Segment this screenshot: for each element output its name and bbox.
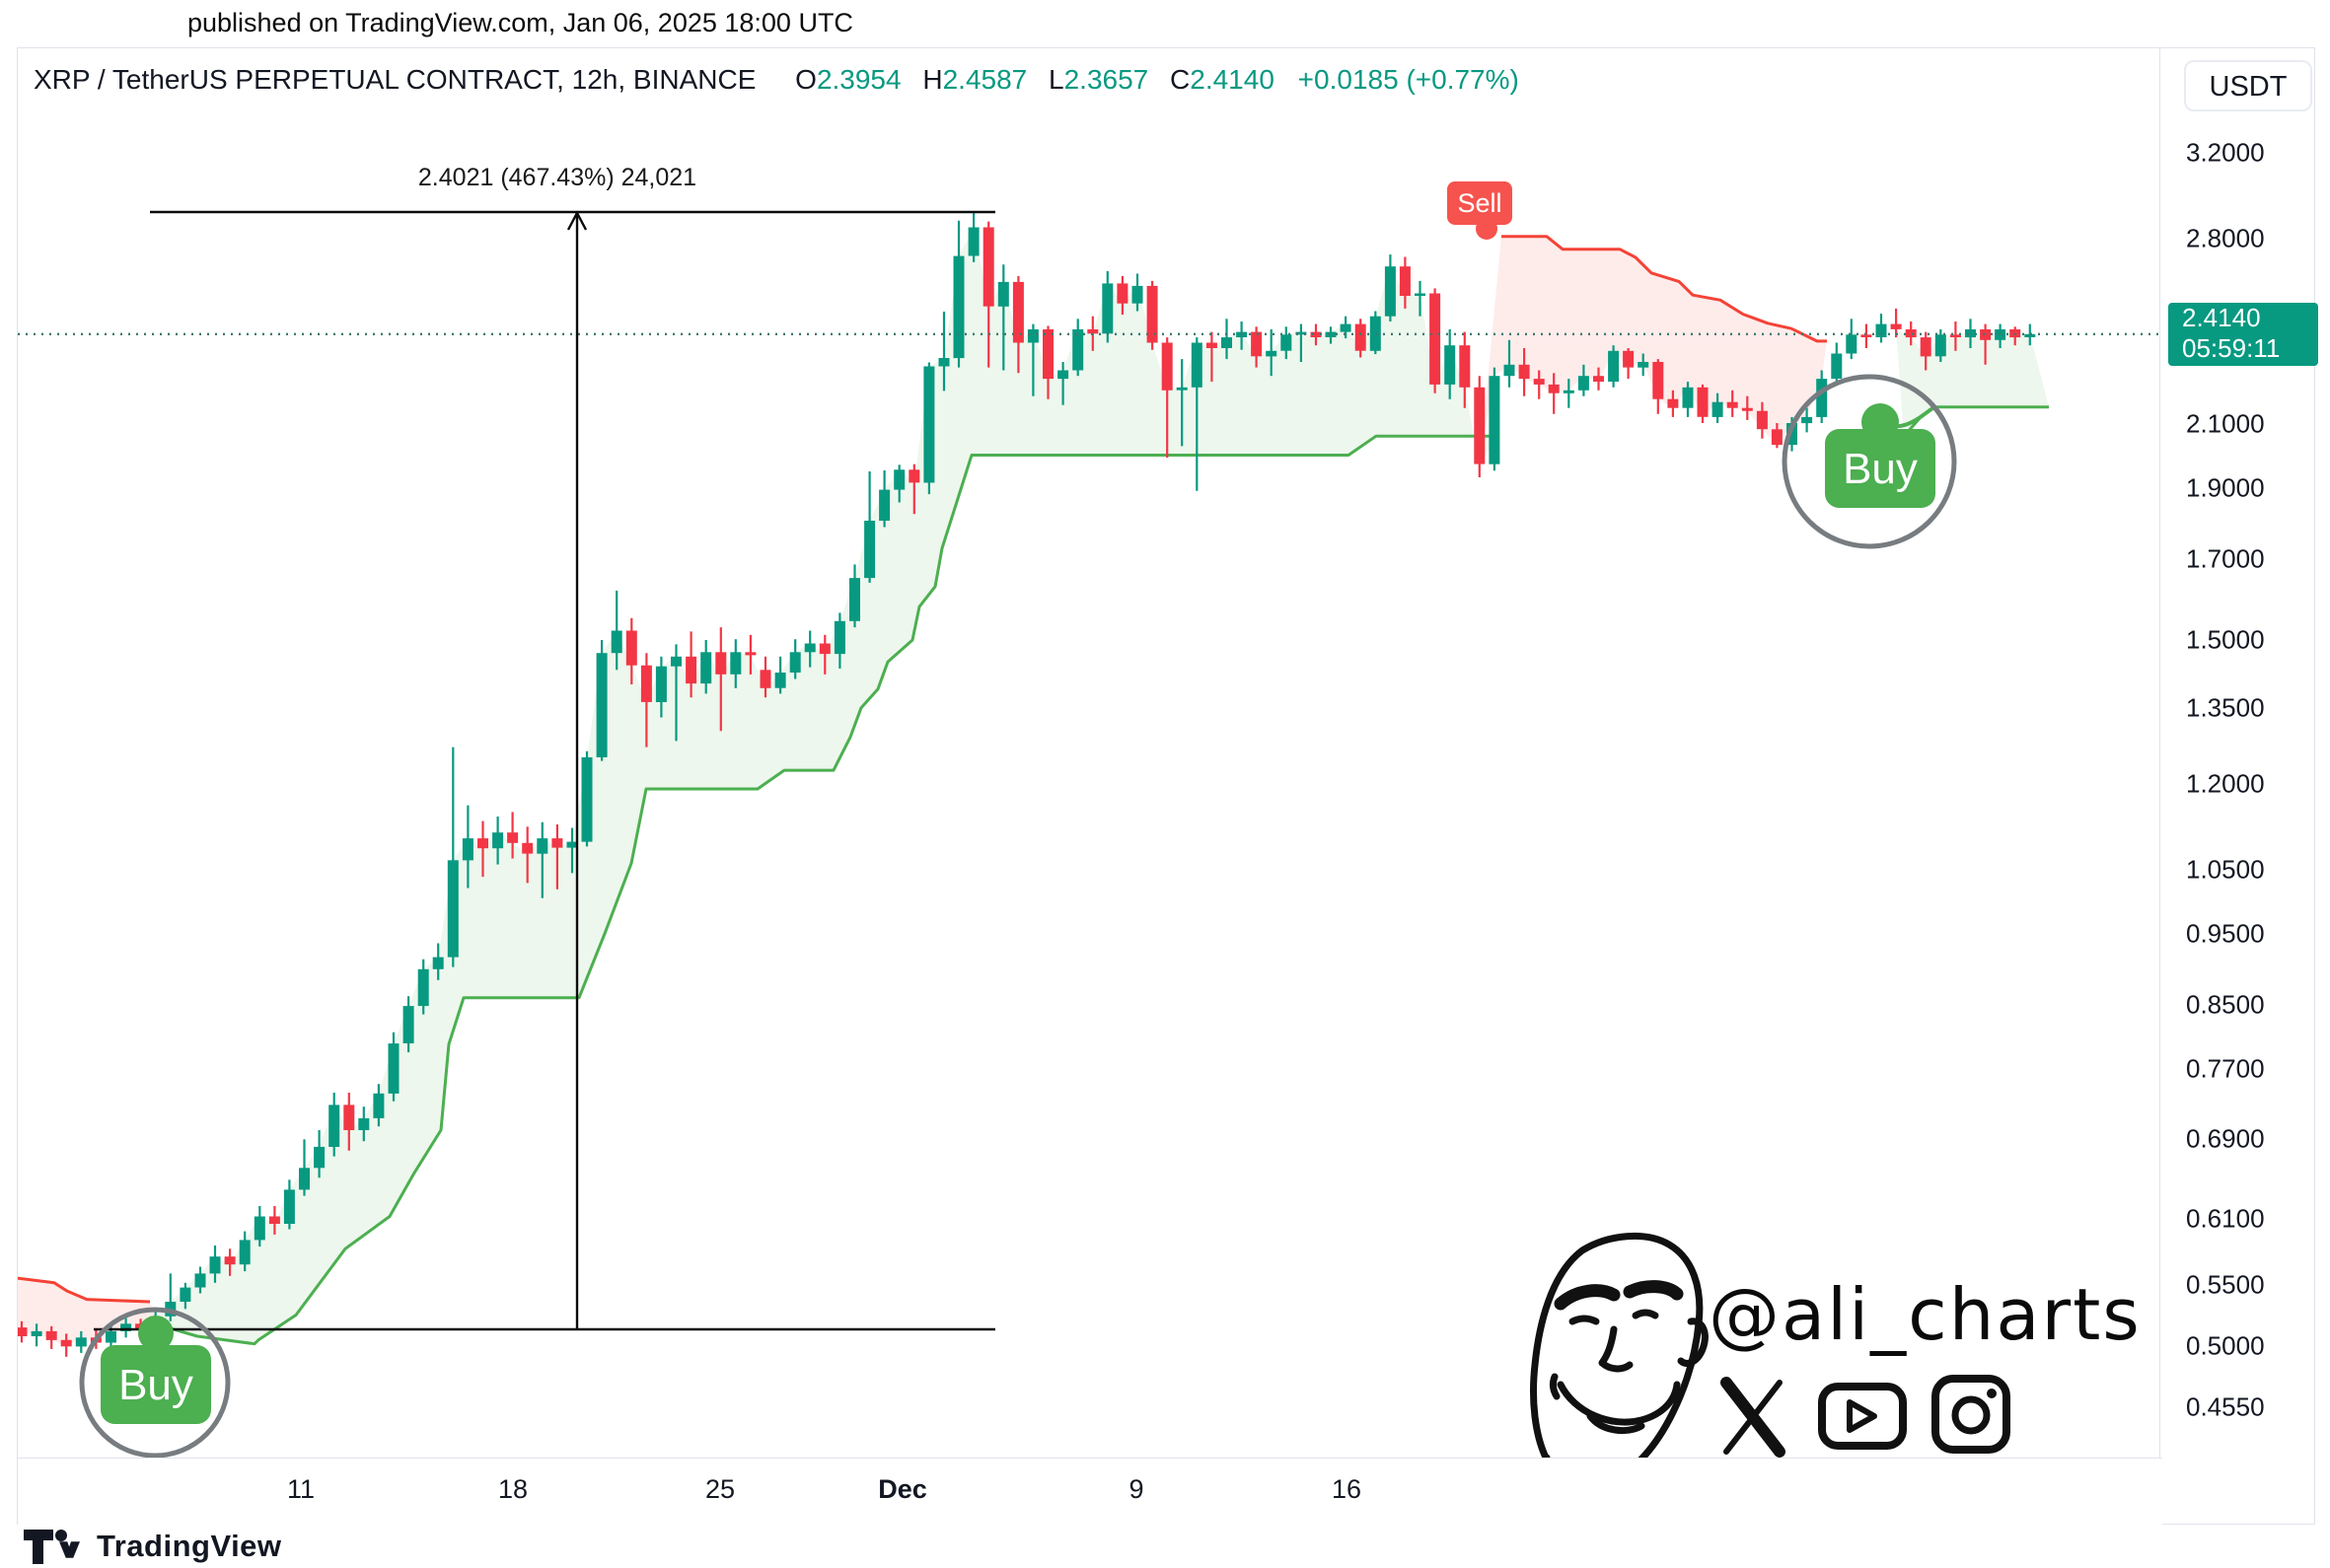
measurement-label: 2.4021 (467.43%) 24,021	[418, 164, 696, 191]
buy-trend-band	[155, 227, 1498, 1344]
ohlc-low-value: 2.3657	[1063, 64, 1149, 95]
sell-trailing-stop-line	[18, 1276, 151, 1304]
price-tick: 1.3500	[2186, 692, 2265, 723]
instagram-icon	[1931, 1375, 2010, 1454]
price-tick: 0.9500	[2186, 918, 2265, 949]
symbol-name[interactable]: XRP / TetherUS PERPETUAL CONTRACT, 12h, …	[34, 64, 757, 95]
price-tick: 1.2000	[2186, 768, 2265, 798]
time-tick: 25	[704, 1474, 736, 1504]
sell-signal-label[interactable]: Sell	[1447, 181, 1512, 240]
time-tick: 16	[1331, 1474, 1362, 1504]
tradingview-attribution[interactable]: TradingView	[22, 1527, 282, 1566]
sell-trend-band	[1479, 236, 1827, 464]
last-price-value: 2.4140	[2182, 302, 2261, 332]
time-tick: 9	[1129, 1474, 1144, 1504]
artist-face-sketch	[1530, 1232, 1709, 1458]
price-tick: 0.5000	[2186, 1330, 2265, 1361]
price-tick: 0.4550	[2186, 1391, 2265, 1422]
currency-toggle-button[interactable]: USDT	[2184, 60, 2312, 111]
ohlc-high-key: H	[922, 64, 943, 95]
price-tick: 3.2000	[2186, 137, 2265, 168]
time-tick: Dec	[878, 1474, 927, 1504]
highlight-circle	[1782, 374, 1957, 549]
price-tick: 1.7000	[2186, 543, 2265, 574]
svg-text:Buy: Buy	[1843, 445, 1918, 493]
price-axis[interactable]: USDT 3.2000 2.8000 2.1000 1.9000 1.7000 1.500…	[2159, 48, 2318, 1458]
ohlc-high-value: 2.4587	[942, 64, 1028, 95]
chart-panel: 2.4021 (467.43%) 24,021 Buy Sell Buy @ali_c…	[17, 47, 2318, 1526]
price-tick: 1.0500	[2186, 854, 2265, 885]
tradingview-logo-text: TradingView	[97, 1529, 282, 1563]
time-tick: 11	[286, 1474, 316, 1504]
price-tick: 0.6900	[2186, 1123, 2265, 1154]
price-tick: 0.5500	[2186, 1269, 2265, 1300]
price-tick: 1.5000	[2186, 624, 2265, 655]
price-chart[interactable]: 2.4021 (467.43%) 24,021 Buy Sell Buy @ali_c…	[18, 48, 2162, 1458]
svg-text:Buy: Buy	[118, 1361, 193, 1409]
price-tick: 2.8000	[2186, 223, 2265, 253]
price-tick: 0.8500	[2186, 989, 2265, 1020]
ohlc-close-key: C	[1170, 64, 1191, 95]
highlight-circle	[79, 1307, 231, 1458]
svg-text:Sell: Sell	[1457, 188, 1501, 218]
ohlc-open-key: O	[795, 64, 817, 95]
youtube-icon	[1818, 1383, 1907, 1450]
x-icon	[1720, 1377, 1785, 1458]
tradingview-logo-icon	[24, 1530, 80, 1564]
last-price-label: 2.4140 05:59:11	[2168, 302, 2318, 366]
bar-countdown: 05:59:11	[2182, 332, 2281, 363]
buy-signal-label[interactable]: Buy	[1825, 403, 1935, 508]
ohlc-low-key: L	[1049, 64, 1064, 95]
ohlc-open-value: 2.3954	[816, 64, 902, 95]
ohlc-change: +0.0185 (+0.77%)	[1297, 64, 1519, 95]
sell-trailing-stop-line	[1501, 235, 1827, 343]
price-tick: 0.7700	[2186, 1053, 2265, 1084]
price-tick: 0.6100	[2186, 1203, 2265, 1234]
price-tick: 1.9000	[2186, 472, 2265, 503]
time-tick: 18	[497, 1474, 529, 1504]
price-tick: 2.1000	[2186, 408, 2265, 439]
artist-handle: @ali_charts	[1709, 1273, 2142, 1356]
buy-trend-band	[1896, 329, 2049, 437]
price-range-measurement[interactable]	[94, 210, 995, 1331]
symbol-title-row: XRP / TetherUS PERPETUAL CONTRACT, 12h, …	[34, 64, 1519, 96]
ohlc-close-value: 2.4140	[1190, 64, 1274, 95]
buy-trailing-stop-line	[162, 434, 1497, 1346]
time-axis[interactable]: 11 18 25 Dec 9 16	[18, 1458, 2162, 1526]
buy-signal-label[interactable]: Buy	[101, 1316, 211, 1424]
published-banner: published on TradingView.com, Jan 06, 20…	[187, 8, 853, 37]
